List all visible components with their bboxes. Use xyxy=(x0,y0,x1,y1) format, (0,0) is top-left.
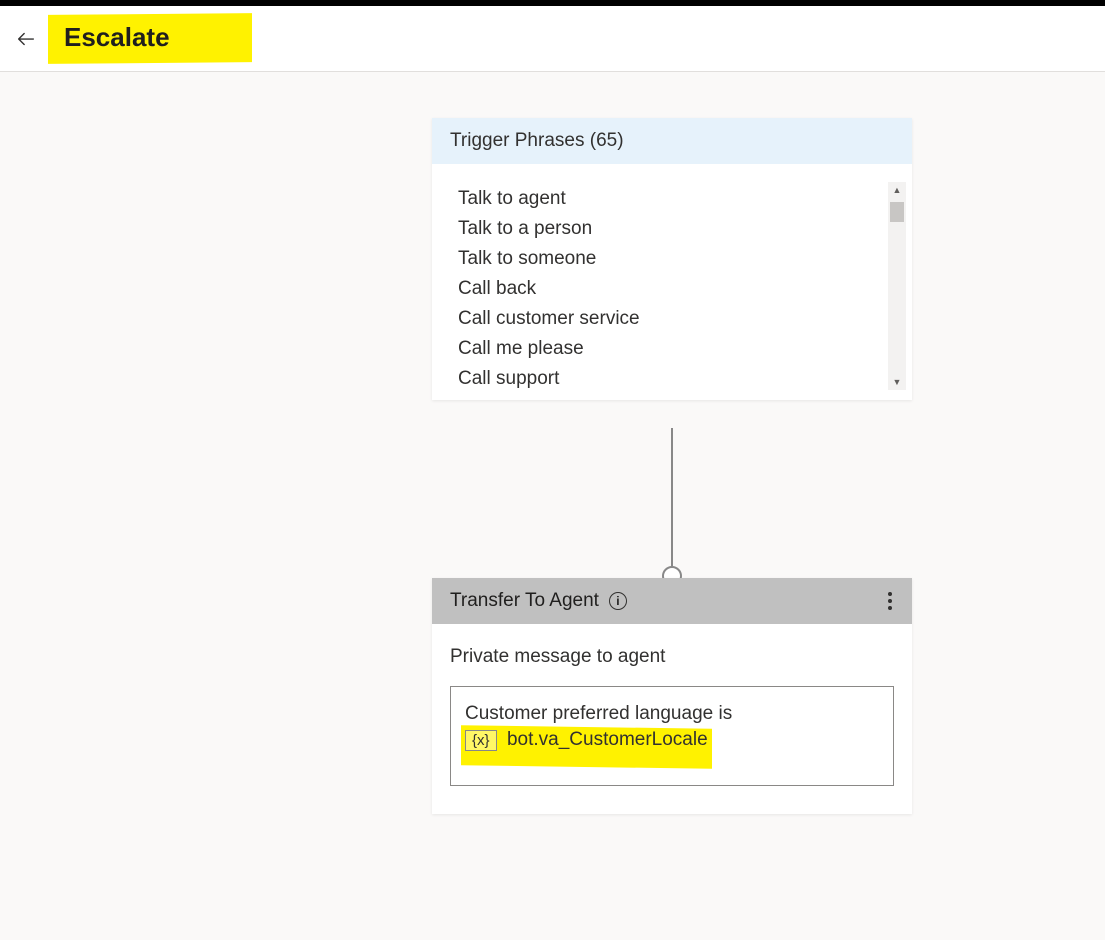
back-button[interactable] xyxy=(6,19,46,59)
trigger-phrases-node[interactable]: Trigger Phrases (65) Talk to agent Talk … xyxy=(432,118,912,400)
variable-token[interactable]: {x} bot.va_CustomerLocale xyxy=(465,729,708,751)
variable-icon: {x} xyxy=(465,730,497,751)
trigger-phrases-header: Trigger Phrases (65) xyxy=(432,118,912,164)
transfer-title: Transfer To Agent xyxy=(450,590,599,612)
page-title-wrap: Escalate xyxy=(52,20,182,57)
arrow-left-icon xyxy=(15,28,37,50)
info-icon[interactable]: i xyxy=(609,592,627,610)
more-options-button[interactable] xyxy=(882,586,898,616)
trigger-phrases-body: Talk to agent Talk to a person Talk to s… xyxy=(432,164,912,400)
transfer-to-agent-node[interactable]: Transfer To Agent i Private message to a… xyxy=(432,578,912,814)
private-message-label: Private message to agent xyxy=(450,646,894,668)
authoring-canvas[interactable]: Trigger Phrases (65) Talk to agent Talk … xyxy=(0,72,1105,940)
variable-name: bot.va_CustomerLocale xyxy=(507,729,708,750)
page-title: Escalate xyxy=(64,22,170,53)
message-static-text: Customer preferred language is xyxy=(465,703,879,725)
node-connector-line xyxy=(671,428,673,576)
scroll-down-button[interactable]: ▼ xyxy=(888,374,906,390)
transfer-header: Transfer To Agent i xyxy=(432,578,912,624)
trigger-scrollbar[interactable]: ▲ ▼ xyxy=(888,182,906,390)
trigger-phrase-item: Call me please xyxy=(458,334,886,364)
page-header: Escalate xyxy=(0,6,1105,72)
trigger-phrase-item: Call customer service xyxy=(458,304,886,334)
scroll-thumb[interactable] xyxy=(890,202,904,222)
private-message-input[interactable]: Customer preferred language is {x} bot.v… xyxy=(450,686,894,786)
trigger-phrase-item: Call back xyxy=(458,274,886,304)
trigger-phrase-item: Call support xyxy=(458,364,886,394)
trigger-phrase-item: Talk to agent xyxy=(458,184,886,214)
trigger-phrase-list: Talk to agent Talk to a person Talk to s… xyxy=(458,184,886,394)
trigger-phrase-item: Talk to a person xyxy=(458,214,886,244)
trigger-phrase-item: Talk to someone xyxy=(458,244,886,274)
transfer-body: Private message to agent Customer prefer… xyxy=(432,624,912,814)
scroll-up-button[interactable]: ▲ xyxy=(888,182,906,198)
